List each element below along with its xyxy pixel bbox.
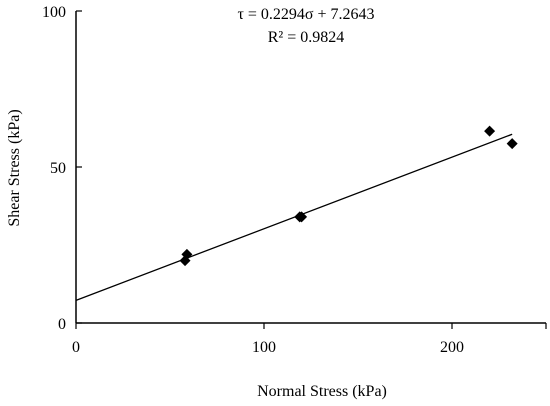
y-tick-label: 50 <box>50 160 66 177</box>
plot-area: 0 50 100 0 100 200 <box>42 4 547 356</box>
data-point <box>181 248 193 260</box>
y-tick-label: 100 <box>42 4 66 21</box>
y-axis-title: Shear Stress (kPa) <box>6 109 23 226</box>
r-squared-label: R² = 0.9824 <box>268 29 345 46</box>
data-point <box>484 125 496 137</box>
trendline <box>75 133 513 301</box>
data-point <box>296 211 308 223</box>
x-tick-label: 200 <box>440 339 464 356</box>
y-tick-label: 0 <box>58 316 66 333</box>
data-point <box>506 138 518 150</box>
x-tick-label: 0 <box>72 339 80 356</box>
x-tick-label: 100 <box>252 339 276 356</box>
x-axis-title: Normal Stress (kPa) <box>257 383 387 400</box>
equation-label: τ = 0.2294σ + 7.2643 <box>237 6 374 23</box>
